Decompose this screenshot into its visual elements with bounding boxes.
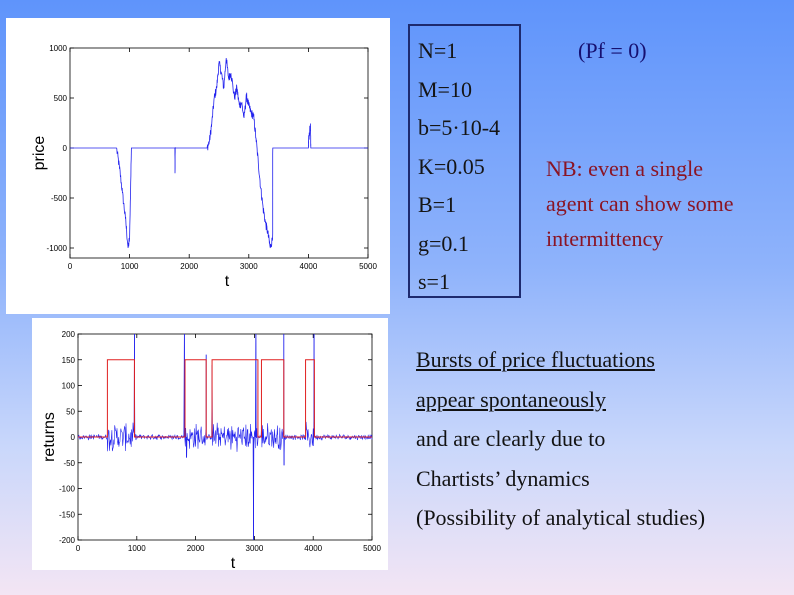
bursts-line: Chartists’ dynamics bbox=[416, 465, 590, 491]
y-tick-label: 1000 bbox=[49, 44, 67, 53]
param-k: K=0.05 bbox=[418, 153, 485, 179]
nb-note: NB: even a single agent can show some in… bbox=[546, 151, 734, 256]
returns-chart-panel: 0 1000 2000 3000 4000 5000 -200 -150 -100 -50 0 50 1… bbox=[32, 318, 388, 570]
x-tick-label: 4000 bbox=[300, 262, 318, 271]
bursts-line: and are clearly due to bbox=[416, 426, 606, 451]
y-tick-label: -1000 bbox=[47, 244, 68, 253]
price-chart: 0 1000 2000 3000 4000 5000 -1000 -500 0 500 1000 t p… bbox=[31, 44, 377, 290]
bursts-line: Bursts of price fluctuations bbox=[416, 347, 655, 372]
plot-frame bbox=[69, 47, 369, 259]
y-tick-label: 500 bbox=[54, 94, 68, 103]
x-tick-label: 5000 bbox=[363, 544, 381, 553]
param-big-b: B=1 bbox=[418, 192, 457, 217]
x-tick-label: 3000 bbox=[240, 262, 258, 271]
y-tick-label: 0 bbox=[63, 144, 68, 153]
price-series-line bbox=[70, 57, 368, 249]
y-axis-label: returns bbox=[41, 412, 58, 462]
parameters-box: N=1 M=10 b=5·10-4 K=0.05 B=1 g=0.1 s=1 bbox=[408, 24, 521, 298]
y-tick-label: -50 bbox=[63, 459, 75, 468]
x-tick-label: 2000 bbox=[187, 544, 205, 553]
y-tick-label: -150 bbox=[59, 510, 76, 519]
nb-note-line: NB: even a single bbox=[546, 156, 704, 181]
x-tick-label: 1000 bbox=[121, 262, 139, 271]
y-tick-label: 50 bbox=[66, 407, 75, 416]
y-tick-label: -200 bbox=[59, 536, 76, 545]
x-tick-label: 0 bbox=[68, 262, 73, 271]
x-tick-label: 4000 bbox=[304, 544, 322, 553]
x-tick-label: 2000 bbox=[180, 262, 198, 271]
x-tick-label: 1000 bbox=[128, 544, 146, 553]
x-tick-label: 5000 bbox=[359, 262, 377, 271]
x-tick-label: 0 bbox=[76, 544, 81, 553]
nb-note-line: intermittency bbox=[546, 226, 664, 251]
param-b: b=5·10-4 bbox=[418, 115, 501, 140]
price-chart-panel: 0 1000 2000 3000 4000 5000 -1000 -500 0 500 1000 t p… bbox=[6, 18, 390, 314]
y-tick-label: -100 bbox=[59, 485, 76, 494]
pf-note: (Pf = 0) bbox=[578, 38, 647, 63]
y-tick-label: 0 bbox=[71, 433, 76, 442]
y-tick-label: -500 bbox=[51, 194, 68, 203]
bursts-text: Bursts of price fluctuations appear spon… bbox=[416, 340, 705, 538]
param-m: M=10 bbox=[418, 76, 472, 102]
x-axis-label: t bbox=[225, 273, 230, 290]
nb-note-line: agent can show some bbox=[546, 191, 734, 216]
y-axis-label: price bbox=[31, 136, 48, 171]
param-n: N=1 bbox=[418, 38, 458, 63]
param-g: g=0.1 bbox=[418, 230, 469, 256]
x-axis-label: t bbox=[231, 555, 236, 570]
x-tick-label: 3000 bbox=[246, 544, 264, 553]
y-tick-label: 100 bbox=[62, 382, 76, 391]
bursts-line: (Possibility of analytical studies) bbox=[416, 505, 706, 530]
param-s: s=1 bbox=[418, 269, 450, 294]
chartist-regime-line bbox=[78, 359, 372, 438]
y-tick-label: 150 bbox=[62, 356, 76, 365]
bursts-line: appear spontaneously bbox=[416, 386, 606, 412]
returns-chart: 0 1000 2000 3000 4000 5000 -200 -150 -100 -50 0 50 1… bbox=[41, 330, 381, 570]
y-tick-label: 200 bbox=[62, 330, 76, 339]
